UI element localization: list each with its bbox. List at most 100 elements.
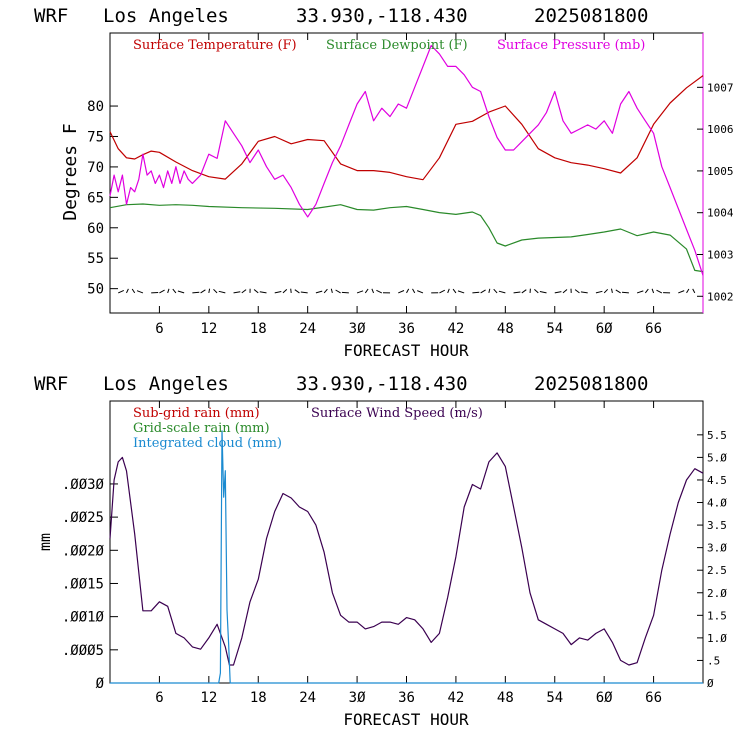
wind-barb xyxy=(341,291,349,294)
right-tick-label: 1006 xyxy=(707,123,734,136)
x-tick-label: 66 xyxy=(645,690,662,706)
wind-barb xyxy=(259,291,267,294)
panel-1-right-ticks: 1002 1003 1004 1005 1006 1007 xyxy=(697,81,734,303)
wind-barb xyxy=(136,290,144,294)
wind-barb xyxy=(493,288,498,294)
x-tick-label: 54 xyxy=(546,690,563,706)
wind-barb xyxy=(452,288,457,294)
header-model: WRF xyxy=(34,5,68,27)
right-tick-label: 1.5 xyxy=(707,609,727,622)
wind-barb xyxy=(398,290,405,294)
right-tick-label: 5.Ø xyxy=(707,451,727,464)
y-tick-label: .ØØ15 xyxy=(62,576,104,592)
right-tick-label: 4.5 xyxy=(707,474,727,487)
x-tick-label: 6Ø xyxy=(596,321,613,337)
right-tick-label: 3.5 xyxy=(707,519,727,532)
legend-wind-speed: Surface Wind Speed (m/s) xyxy=(311,406,483,421)
wind-barb xyxy=(253,289,259,294)
panel-1-y-axis-label: Degrees F xyxy=(60,123,81,221)
header-coords: 33.930,-118.430 xyxy=(296,373,468,395)
wind-barb xyxy=(131,288,136,294)
legend-gridscale-rain: Grid-scale rain (mm) xyxy=(133,421,270,436)
y-tick-label: .ØØ1Ø xyxy=(62,610,105,626)
wind-barb xyxy=(615,289,621,294)
wind-barb xyxy=(274,291,282,294)
header-model: WRF xyxy=(34,373,68,395)
wind-barb xyxy=(233,291,241,294)
wind-barb xyxy=(282,289,288,294)
x-tick-label: 36 xyxy=(398,321,415,337)
series-line-surface-temperature xyxy=(109,75,704,181)
x-tick-label: 3Ø xyxy=(349,321,366,337)
right-tick-label: 1.Ø xyxy=(707,632,727,645)
x-tick-label: 24 xyxy=(299,690,316,706)
wind-barb xyxy=(595,290,603,294)
x-tick-label: 6 xyxy=(155,690,163,706)
x-tick-label: 12 xyxy=(200,321,217,337)
x-tick-label: 6Ø xyxy=(596,690,613,706)
panel-2-x-axis-label: FORECAST HOUR xyxy=(343,710,469,729)
x-tick-label: 6 xyxy=(155,321,163,337)
wind-barb xyxy=(167,288,170,294)
legend-dewpoint: Surface Dewpoint (F) xyxy=(326,38,468,53)
panel-1-x-ticks: 6 12 18 24 3Ø 36 42 48 54 6Ø 66 xyxy=(155,33,662,337)
x-tick-label: 48 xyxy=(497,690,514,706)
right-tick-label: 1004 xyxy=(707,207,734,220)
wind-barb xyxy=(417,290,424,294)
right-tick-label: .5 xyxy=(707,654,720,667)
x-tick-label: 3Ø xyxy=(349,690,366,706)
wind-barb xyxy=(159,289,165,294)
legend-integrated-cloud: Integrated cloud (mm) xyxy=(133,436,282,451)
wind-barb-strip xyxy=(118,288,696,294)
wind-barb xyxy=(580,291,588,294)
series-line-surface-wind-speed xyxy=(109,452,704,666)
panel-1-legend: Surface Temperature (F) Surface Dewpoint… xyxy=(133,38,645,53)
wind-barb xyxy=(315,290,323,294)
series-line-surface-dewpoint xyxy=(109,203,704,273)
header-run: 2025081800 xyxy=(534,5,648,27)
x-tick-label: 24 xyxy=(299,321,316,337)
panel-2-y-axis-label: mm xyxy=(36,533,54,551)
wind-barb xyxy=(644,288,649,294)
right-tick-label: Ø xyxy=(707,677,714,690)
wind-barb xyxy=(172,288,177,294)
x-tick-label: 42 xyxy=(447,690,464,706)
wind-barb xyxy=(554,291,562,294)
wind-barb xyxy=(488,288,491,294)
panel-2-right-ticks: Ø .5 1.Ø 1.5 2.Ø 2.5 3.Ø 3.5 4.Ø 4.5 5.Ø 5.5 xyxy=(697,429,727,690)
wind-barb xyxy=(439,289,446,294)
wind-barb xyxy=(364,288,369,294)
x-tick-label: 36 xyxy=(398,690,415,706)
right-tick-label: 1002 xyxy=(707,290,734,303)
right-tick-label: 2.5 xyxy=(707,564,727,577)
wind-barb xyxy=(126,288,129,294)
panel-1-header: WRF Los Angeles 33.930,-118.430 20250818… xyxy=(34,5,648,27)
wind-barb xyxy=(406,288,410,294)
wind-barb xyxy=(472,291,480,294)
legend-temperature: Surface Temperature (F) xyxy=(133,38,297,53)
panel-1-series xyxy=(109,44,704,276)
wind-barb xyxy=(656,289,663,294)
panel-2-series xyxy=(109,430,704,684)
wind-barb xyxy=(603,288,609,294)
wind-barb xyxy=(480,289,486,294)
x-tick-label: 54 xyxy=(546,321,563,337)
wind-barb xyxy=(521,289,527,294)
right-tick-label: 1007 xyxy=(707,81,734,94)
wind-barb xyxy=(376,289,383,294)
wind-barb xyxy=(498,290,506,294)
wind-barb xyxy=(574,289,580,294)
right-tick-label: 2.Ø xyxy=(707,587,727,600)
x-tick-label: 18 xyxy=(250,690,267,706)
wind-barb xyxy=(218,290,226,294)
panel-2-x-ticks: 6 12 18 24 3Ø 36 42 48 54 6Ø 66 xyxy=(155,401,662,706)
header-coords: 33.930,-118.430 xyxy=(296,5,468,27)
wind-barb xyxy=(200,289,206,294)
wind-barb xyxy=(213,288,218,294)
wind-barb xyxy=(208,288,211,294)
right-tick-label: 4.Ø xyxy=(707,497,727,510)
x-tick-label: 42 xyxy=(447,321,464,337)
y-tick-label: .ØØØ5 xyxy=(62,643,104,659)
wind-barb xyxy=(371,288,375,294)
